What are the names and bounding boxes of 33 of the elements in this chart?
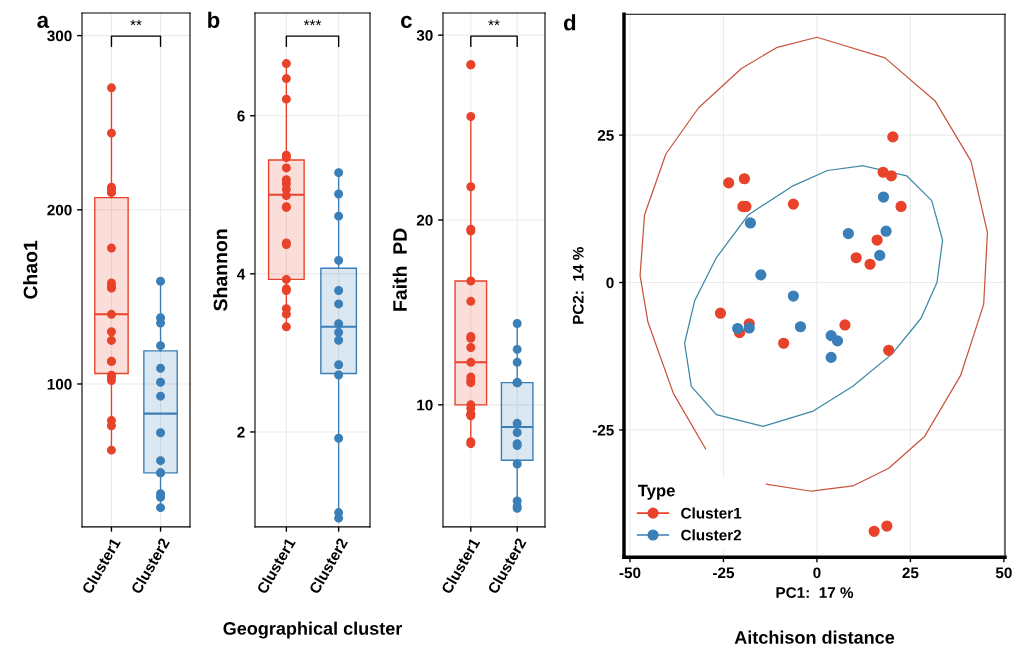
- annotation: **: [130, 19, 142, 26]
- y-tick-label: 30: [416, 30, 433, 41]
- y-tick-label: 300: [47, 30, 72, 42]
- y-tick-label: 2: [237, 426, 245, 438]
- x-tick-label: -25: [713, 567, 735, 579]
- chart-title: c: [401, 15, 412, 28]
- y-tick-label: 4: [237, 268, 246, 280]
- x-axis-title: Geographical cluster: [223, 621, 403, 639]
- annotation: ***: [303, 19, 322, 26]
- y-axis-title: Shannon: [213, 229, 228, 311]
- y-tick-label: 20: [416, 214, 433, 226]
- y-tick-label: 0: [606, 277, 614, 289]
- chart-title: d: [563, 14, 576, 31]
- x-axis-title: PC1: 17 %: [776, 587, 854, 599]
- y-tick-label: 6: [237, 110, 245, 122]
- chart-title: a: [37, 15, 50, 28]
- annotation: **: [488, 19, 500, 26]
- y-tick-label: 25: [597, 129, 614, 141]
- y-axis-title: PC2: 14 %: [572, 247, 584, 324]
- y-tick-label: 200: [47, 204, 72, 216]
- x-tick-label: -50: [619, 567, 641, 579]
- legend-label: Cluster1: [681, 507, 742, 519]
- chart-title: b: [208, 11, 220, 28]
- x-tick-label: 25: [902, 567, 919, 579]
- y-axis-title: Faith PD: [392, 228, 407, 311]
- y-axis-title: Chao1: [23, 240, 38, 299]
- x-tick-label: 0: [813, 567, 821, 579]
- legend-title: Type: [637, 484, 675, 500]
- y-tick-label: 100: [47, 378, 72, 390]
- x-tick-label: 50: [995, 567, 1012, 579]
- text: Aitchison distance: [734, 630, 895, 644]
- y-tick-label: 10: [417, 399, 433, 411]
- y-tick-label: -25: [592, 424, 614, 436]
